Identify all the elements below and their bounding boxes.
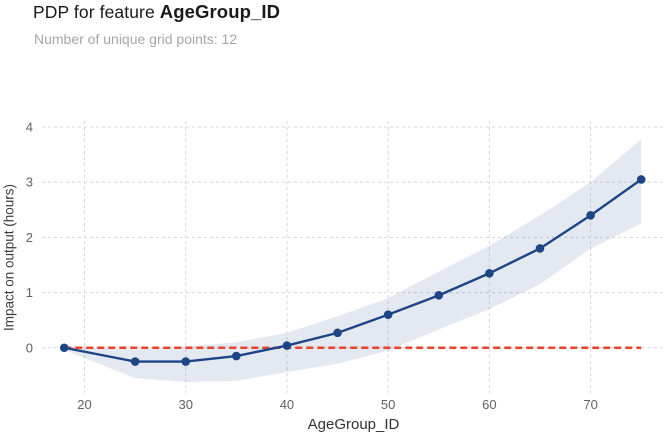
x-tick-label: 60	[482, 397, 496, 412]
x-tick-label: 40	[280, 397, 294, 412]
x-tick-label: 30	[178, 397, 192, 412]
chart-subtitle: Number of unique grid points: 12	[34, 31, 238, 47]
y-tick-label: 4	[26, 120, 33, 135]
x-tick-label: 70	[583, 397, 597, 412]
y-tick-label: 1	[26, 285, 33, 300]
data-point[interactable]	[485, 268, 494, 278]
data-point[interactable]	[130, 357, 140, 366]
x-tick-label: 20	[77, 397, 91, 412]
y-tick-label: 0	[26, 340, 33, 355]
data-point[interactable]	[383, 310, 393, 319]
confidence-band	[64, 139, 642, 382]
data-point[interactable]	[434, 291, 444, 300]
x-axis-title: AgeGroup_ID	[307, 416, 400, 433]
pdp-line	[64, 178, 642, 363]
x-tick-label: 50	[381, 397, 395, 412]
data-point[interactable]	[636, 175, 646, 184]
x-tick-labels: 20 30 40 50 60 70	[77, 397, 598, 412]
y-axis-title: Impact on output (hours)	[1, 183, 17, 332]
data-point[interactable]	[232, 351, 241, 361]
data-point[interactable]	[333, 328, 342, 338]
data-point[interactable]	[59, 343, 69, 353]
data-points	[59, 175, 646, 366]
y-tick-label: 2	[26, 230, 33, 245]
data-point[interactable]	[586, 211, 595, 220]
chart-title: PDP for feature AgeGroup_ID	[33, 1, 280, 23]
y-tick-label: 3	[26, 175, 33, 190]
feature-name: AgeGroup_ID	[159, 1, 281, 22]
y-tick-labels: 0 1 2 3 4	[26, 120, 33, 356]
data-point[interactable]	[535, 244, 545, 253]
chart-title-prefix: PDP for feature	[33, 2, 160, 22]
data-point[interactable]	[282, 341, 292, 350]
data-point[interactable]	[181, 357, 191, 366]
